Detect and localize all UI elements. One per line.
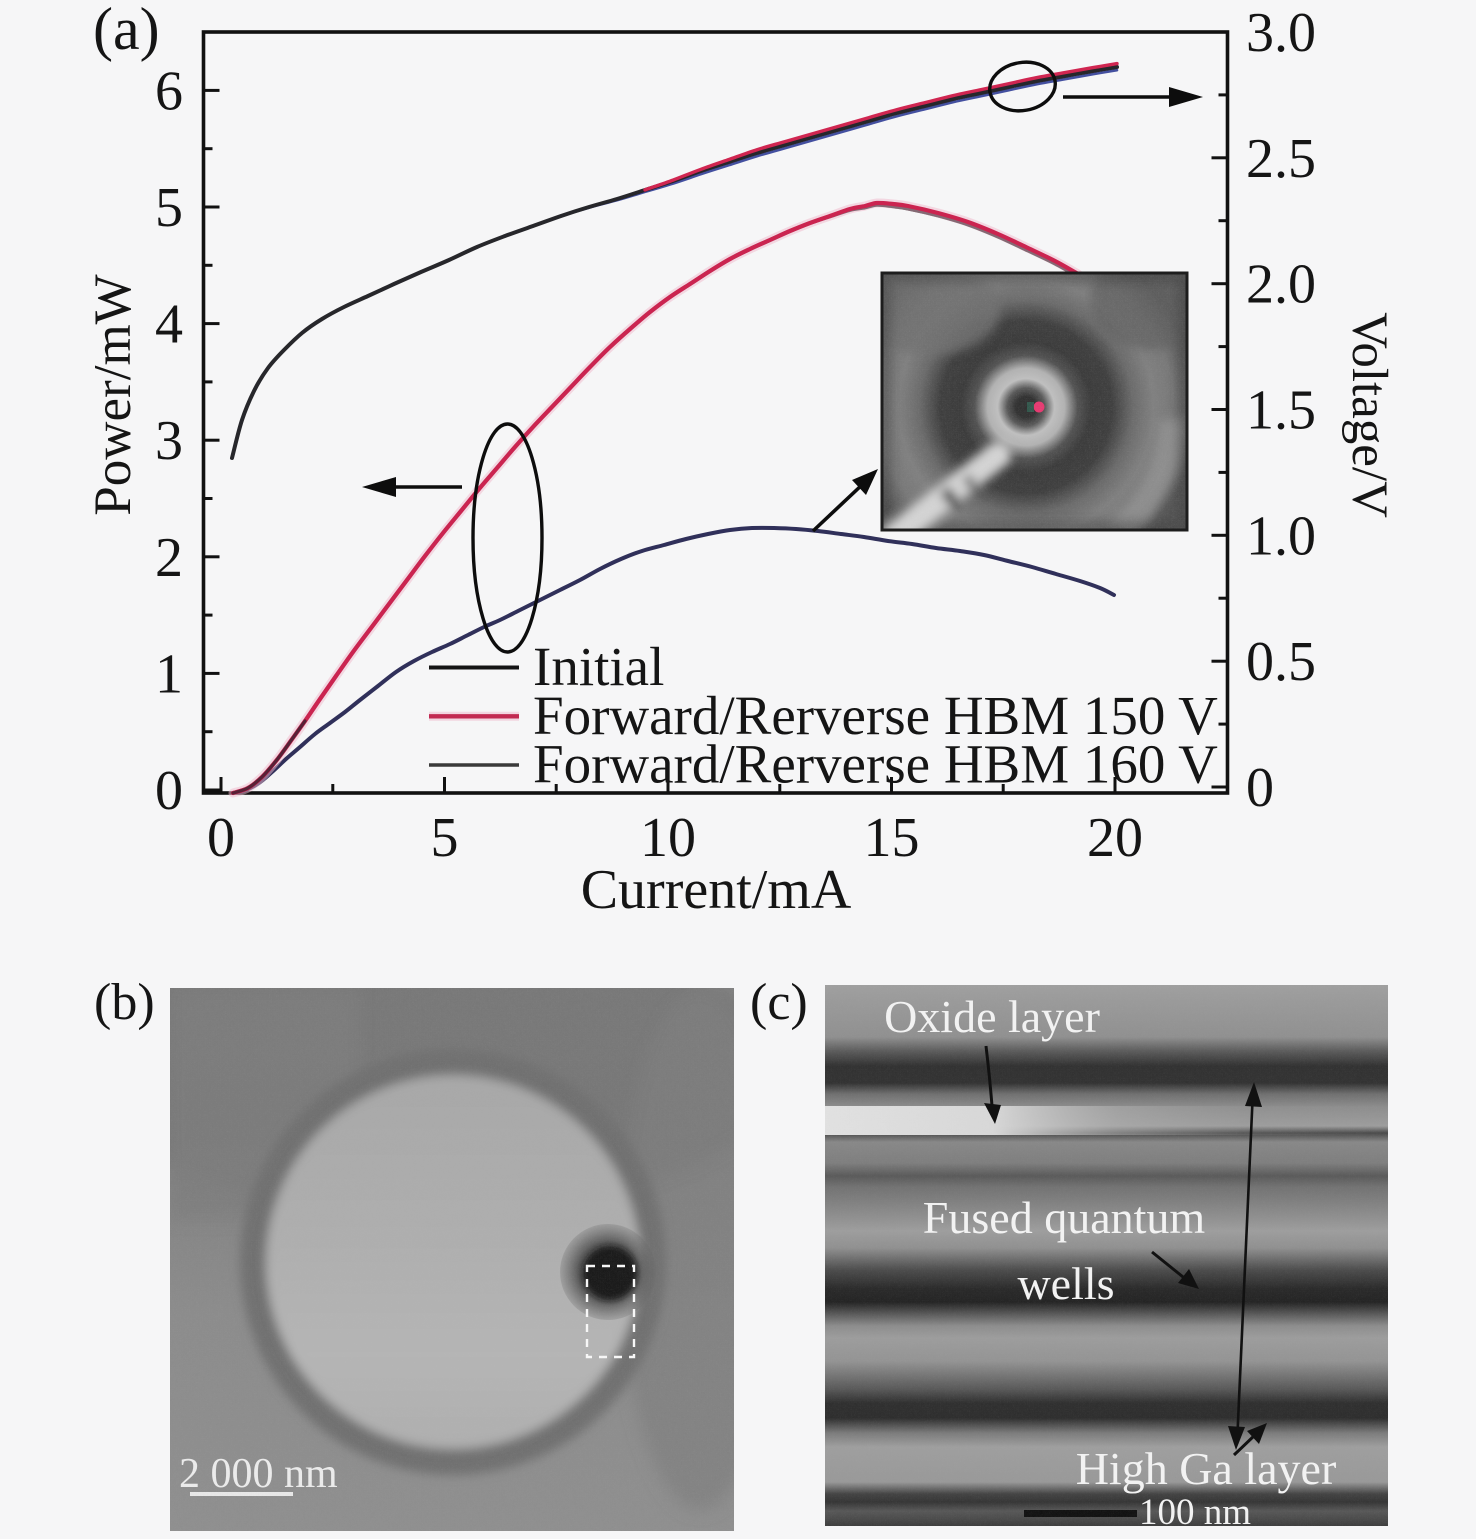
svg-text:(b): (b)	[94, 974, 155, 1031]
svg-text:2: 2	[155, 527, 183, 589]
svg-text:0.5: 0.5	[1246, 631, 1316, 693]
svg-text:1.0: 1.0	[1246, 505, 1316, 567]
svg-text:(a): (a)	[93, 0, 160, 62]
svg-text:Forward/Rerverse HBM 150 V: Forward/Rerverse HBM 150 V	[533, 685, 1218, 746]
svg-text:2.0: 2.0	[1246, 254, 1316, 316]
svg-text:10: 10	[640, 807, 696, 869]
svg-text:Power/mW: Power/mW	[84, 274, 142, 515]
svg-text:Oxide layer: Oxide layer	[884, 991, 1100, 1042]
svg-text:100 nm: 100 nm	[1139, 1492, 1251, 1533]
svg-text:6: 6	[155, 60, 183, 122]
svg-text:Forward/Rerverse HBM 160 V: Forward/Rerverse HBM 160 V	[533, 734, 1218, 795]
svg-text:0: 0	[207, 807, 235, 869]
svg-text:5: 5	[431, 807, 459, 869]
svg-text:20: 20	[1087, 807, 1143, 869]
svg-text:5: 5	[155, 177, 183, 239]
svg-text:3: 3	[155, 410, 183, 472]
svg-text:1.5: 1.5	[1246, 380, 1316, 442]
svg-text:3.0: 3.0	[1246, 2, 1316, 64]
svg-text:2.5: 2.5	[1246, 128, 1316, 190]
svg-text:4: 4	[155, 294, 183, 356]
svg-text:1: 1	[155, 643, 183, 705]
svg-text:15: 15	[864, 807, 920, 869]
svg-text:Voltage/V: Voltage/V	[1341, 312, 1397, 518]
svg-text:Initial: Initial	[533, 636, 664, 697]
svg-text:wells: wells	[1017, 1258, 1114, 1309]
svg-text:High Ga layer: High Ga layer	[1076, 1443, 1337, 1494]
svg-text:0: 0	[155, 760, 183, 822]
svg-text:Fused quantum: Fused quantum	[923, 1192, 1206, 1243]
svg-text:Current/mA: Current/mA	[581, 859, 852, 921]
svg-text:(c): (c)	[750, 974, 808, 1031]
svg-text:0: 0	[1246, 757, 1274, 819]
